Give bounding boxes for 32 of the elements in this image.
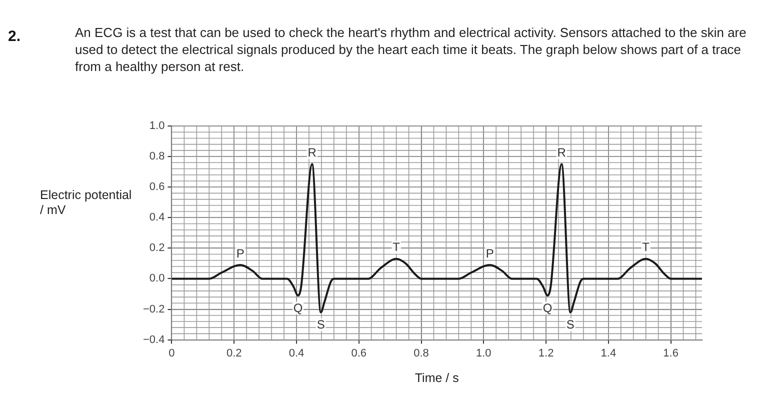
annotation: Q <box>542 300 552 315</box>
annotation: T <box>642 240 650 254</box>
annotation: R <box>557 145 566 160</box>
x-tick-label: 0 <box>168 347 175 360</box>
annotation: R <box>308 145 317 160</box>
x-axis-title: Time / s <box>414 370 459 385</box>
chart-subtitle: An ECG is a test that can be used to check the heart's rhythm and electrical activity. Sensors attached to the skin are used to detect the electrical signals produced by the heart each time it beats. The graph below shows part of a trace from a healthy person at rest. <box>75 24 748 75</box>
x-tick-label: 0.4 <box>288 347 304 360</box>
y-tick-label: 1.0 <box>149 120 165 132</box>
x-tick-label: 0.8 <box>414 347 429 360</box>
y-tick-label: 0.2 <box>149 242 165 254</box>
line-series <box>172 163 702 314</box>
y-tick-label: 0.0 <box>149 272 165 285</box>
annotation: P <box>236 246 244 260</box>
annotation: T <box>392 240 401 254</box>
annotation: P <box>486 246 494 260</box>
y-tick-label: 0.6 <box>149 181 165 194</box>
x-tick-label: 1.2 <box>538 347 554 360</box>
x-tick-label: 0.6 <box>351 347 367 360</box>
y-tick-label: 0.4 <box>149 212 165 224</box>
text: 2. <box>8 28 21 45</box>
annotation: S <box>566 318 574 332</box>
x-tick-label: 1.6 <box>663 347 678 360</box>
y-axis-title: Electric potential / mV <box>40 188 133 218</box>
x-tick-label: 0.2 <box>226 347 242 360</box>
x-tick-label: 1.0 <box>476 347 492 360</box>
x-tick-label: 1.4 <box>600 347 616 360</box>
annotation: Q <box>293 300 303 315</box>
annotation: S <box>316 318 325 332</box>
y-tick-label: −0.2 <box>142 303 165 316</box>
y-tick-label: −0.4 <box>142 334 165 346</box>
y-tick-label: 0.8 <box>149 150 165 163</box>
